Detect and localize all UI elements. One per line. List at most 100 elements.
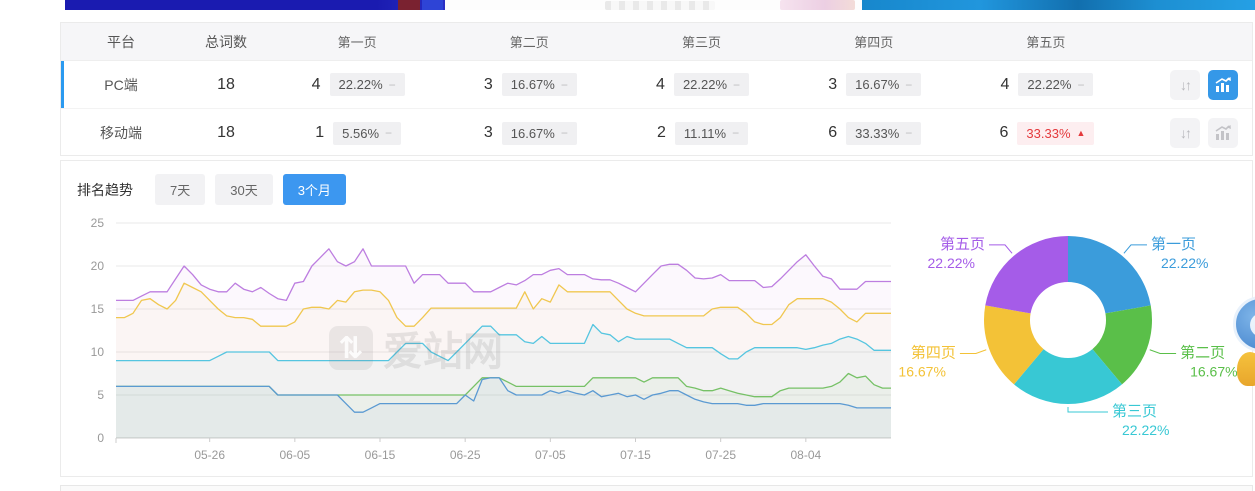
pie-label-4-name: 第五页 [940, 235, 985, 253]
sort-arrows-icon: ↓↑ [1180, 125, 1192, 141]
bar-chart-icon [1215, 125, 1231, 140]
service-mascot-icon [1233, 296, 1255, 352]
range-30d-button[interactable]: 30天 [215, 174, 273, 205]
page5-cell: 6 33.33% ▲ [960, 121, 1132, 145]
range-7d-button[interactable]: 7天 [155, 174, 206, 205]
svg-text:0: 0 [97, 431, 104, 445]
page-count: 3 [483, 124, 493, 141]
flat-icon: − [905, 77, 913, 92]
svg-text:07-05: 07-05 [535, 448, 566, 462]
up-triangle-icon: ▲ [1076, 128, 1086, 138]
flat-icon: − [1077, 77, 1085, 92]
pie-label-2-name: 第三页 [1112, 402, 1157, 420]
banner-close-icon[interactable] [398, 0, 420, 10]
banner-ad-right[interactable] [862, 0, 1255, 10]
donut-chart[interactable]: 第一页 22.22% 第二页 16.67% 第三页 22.22% 第四页 16.… [898, 205, 1248, 450]
svg-text:5: 5 [97, 388, 104, 402]
sort-arrows-icon: ↓↑ [1180, 76, 1192, 93]
table-row-mobile[interactable]: 移动端 18 1 5.56% − 3 16.67% − 2 11.11% − 6 33… [61, 109, 1252, 157]
banner-sketch-image [605, 1, 715, 10]
header-page5: 第五页 [1026, 35, 1066, 50]
page-count: 3 [828, 75, 838, 93]
pct-badge: 22.22% − [673, 73, 750, 96]
header-platform: 平台 [107, 33, 135, 50]
flat-icon: − [560, 77, 568, 92]
line-chart-svg: 0 5 10 15 20 25 05-26 06-05 06-15 06-25 07-05 07-15… [91, 216, 891, 462]
banner-pink-image [780, 0, 855, 10]
pct-badge-up: 33.33% ▲ [1017, 121, 1095, 145]
table-row-pc[interactable]: PC端 18 4 22.22% − 3 16.67% − 4 22.22% − 3 1… [61, 61, 1252, 109]
pie-label-1-pct: 16.67% [1190, 364, 1237, 380]
service-mascot-body [1237, 352, 1255, 386]
flat-icon: − [732, 126, 740, 140]
page5-cell: 4 22.22% − [960, 73, 1132, 96]
header-page3: 第三页 [682, 35, 722, 50]
trend-title: 排名趋势 [77, 181, 133, 198]
header-total-words: 总词数 [205, 33, 247, 50]
page4-cell: 6 33.33% − [788, 121, 960, 145]
pie-label-4-pct: 22.22% [928, 255, 975, 271]
header-page4: 第四页 [854, 35, 894, 50]
bar-chart-icon [1215, 76, 1231, 92]
page-count: 6 [999, 124, 1009, 141]
trend-chart-button-active[interactable] [1208, 69, 1239, 100]
total-words-value: 18 [217, 75, 235, 93]
table-header-row: 平台 总词数 第一页 第二页 第三页 第四页 第五页 [61, 23, 1252, 61]
banner-ad-left[interactable] [65, 0, 445, 10]
pct-badge: 16.67% − [846, 73, 922, 96]
banner-ad-middle[interactable] [445, 0, 862, 10]
svg-text:08-04: 08-04 [790, 448, 821, 462]
rank-summary-table: 平台 总词数 第一页 第二页 第三页 第四页 第五页 PC端 18 4 22.2… [60, 22, 1253, 156]
svg-text:06-05: 06-05 [279, 448, 310, 462]
total-words-value: 18 [217, 124, 235, 141]
range-3m-button[interactable]: 3个月 [282, 174, 346, 205]
header-page2: 第二页 [509, 35, 549, 50]
next-card-edge [60, 485, 1253, 491]
pie-label-3-pct: 16.67% [898, 364, 945, 380]
line-chart[interactable]: 0 5 10 15 20 25 05-26 06-05 06-15 06-25 07-05 07-15… [61, 211, 906, 473]
svg-text:15: 15 [91, 302, 105, 316]
page1-cell: 1 5.56% − [271, 121, 443, 145]
pct-badge: 11.11% − [674, 121, 749, 145]
page4-cell: 3 16.67% − [788, 73, 960, 96]
sort-compare-button[interactable]: ↓↑ [1170, 69, 1201, 100]
svg-text:20: 20 [91, 259, 105, 273]
pct-badge: 16.67% − [501, 121, 577, 145]
banner-calendar-icon[interactable] [422, 0, 443, 10]
platform-label: 移动端 [100, 125, 142, 141]
header-page1: 第一页 [337, 35, 377, 50]
svg-text:07-25: 07-25 [705, 448, 736, 462]
svg-text:10: 10 [91, 345, 105, 359]
pie-label-0-name: 第一页 [1151, 235, 1196, 253]
flat-icon: − [560, 126, 568, 140]
pie-label-1-name: 第二页 [1180, 344, 1225, 362]
pie-label-2-pct: 22.22% [1122, 422, 1169, 438]
flat-icon: − [905, 126, 913, 140]
svg-text:06-15: 06-15 [365, 448, 396, 462]
sort-compare-button[interactable]: ↓↑ [1170, 118, 1201, 148]
svg-text:25: 25 [91, 216, 105, 230]
pie-label-0-pct: 22.22% [1161, 255, 1208, 271]
pct-badge: 5.56% − [333, 121, 402, 145]
platform-label: PC端 [104, 76, 138, 93]
trend-chart-button[interactable] [1208, 118, 1239, 148]
page2-cell: 3 16.67% − [443, 73, 615, 96]
page-count: 3 [483, 75, 493, 93]
svg-text:06-25: 06-25 [450, 448, 481, 462]
floating-widget[interactable] [1233, 296, 1255, 406]
page3-cell: 2 11.11% − [615, 121, 787, 145]
flat-icon: − [385, 126, 393, 140]
page-count: 4 [656, 75, 665, 93]
page-count: 4 [311, 75, 321, 93]
donut-chart-svg: 第一页 22.22% 第二页 16.67% 第三页 22.22% 第四页 16.… [898, 235, 1237, 438]
page1-cell: 4 22.22% − [271, 73, 443, 96]
pct-badge: 22.22% − [329, 73, 405, 96]
page-count: 1 [315, 124, 325, 141]
svg-text:07-15: 07-15 [620, 448, 651, 462]
pct-badge: 16.67% − [501, 73, 577, 96]
trend-toolbar: 排名趋势 7天 30天 3个月 [61, 161, 1252, 205]
pie-label-3-name: 第四页 [911, 344, 956, 362]
page2-cell: 3 16.67% − [443, 121, 615, 145]
page-count: 4 [1000, 75, 1010, 93]
